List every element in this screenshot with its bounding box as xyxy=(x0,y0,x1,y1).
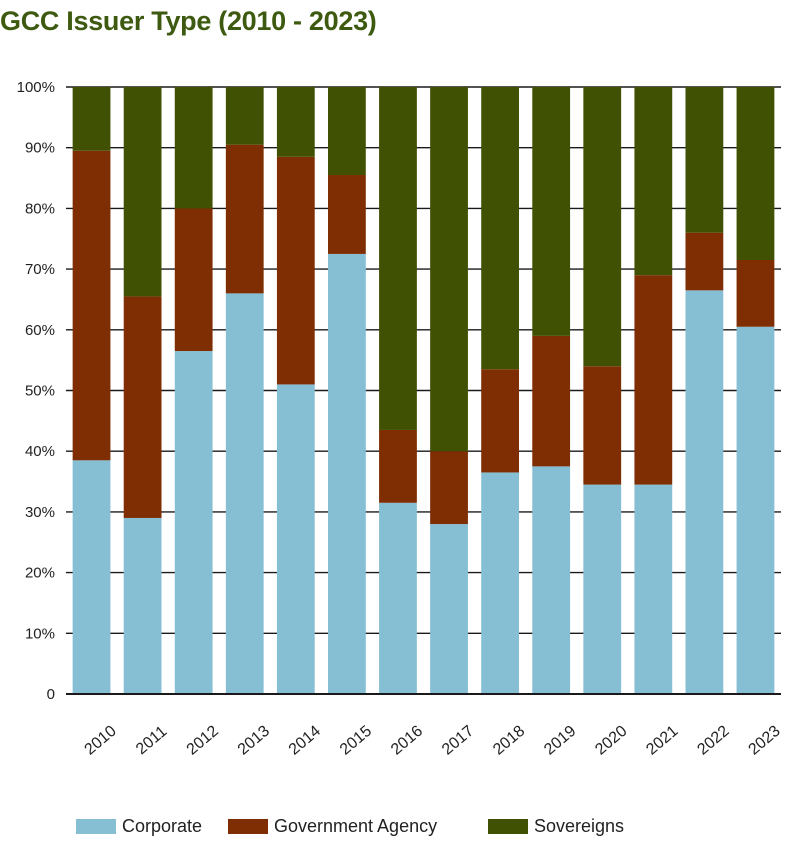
y-tick-label: 20% xyxy=(25,565,55,582)
bar-segment-government-agency-2013 xyxy=(225,144,264,294)
bar-segment-sovereigns-2013 xyxy=(225,87,264,145)
bar-segment-sovereigns-2023 xyxy=(736,87,775,260)
legend-item-sovereigns: Sovereigns xyxy=(488,816,624,837)
x-tick-label: 2013 xyxy=(235,723,273,759)
bar-segment-corporate-2011 xyxy=(123,517,162,694)
y-tick-label: 40% xyxy=(25,443,55,460)
bar-segment-corporate-2021 xyxy=(634,484,673,694)
bar-segment-corporate-2010 xyxy=(72,460,111,694)
x-tick-label: 2014 xyxy=(286,723,324,759)
bar-segment-government-agency-2016 xyxy=(379,429,417,503)
x-tick-label: 2012 xyxy=(184,723,222,759)
bar-segment-sovereigns-2014 xyxy=(276,87,315,157)
y-tick-label: 60% xyxy=(25,322,55,339)
x-tick-label: 2011 xyxy=(133,723,170,758)
x-tick-label: 2019 xyxy=(541,723,579,759)
y-axis-tick-labels: 0 10% 20% 30% 40% 50% 60% 70% 80% 90% 100% xyxy=(17,79,55,703)
bar-segment-sovereigns-2018 xyxy=(481,87,520,370)
bar-segment-government-agency-2020 xyxy=(583,366,622,485)
bar-segment-sovereigns-2011 xyxy=(123,87,162,297)
bar-segment-government-agency-2019 xyxy=(532,335,571,467)
bar-segment-government-agency-2014 xyxy=(276,156,315,385)
gridlines xyxy=(66,86,781,695)
bar-segment-government-agency-2022 xyxy=(685,232,724,291)
bars xyxy=(72,87,775,695)
bar-segment-government-agency-2015 xyxy=(327,175,366,254)
bar-segment-sovereigns-2010 xyxy=(72,87,111,151)
x-tick-label: 2022 xyxy=(694,723,732,759)
y-tick-label: 80% xyxy=(25,200,55,217)
legend-swatch-corporate xyxy=(76,819,116,834)
x-tick-label: 2017 xyxy=(439,723,477,759)
bar-segment-corporate-2018 xyxy=(481,472,520,694)
bar-segment-corporate-2014 xyxy=(276,384,315,694)
bar-segment-sovereigns-2022 xyxy=(685,87,724,233)
bar-segment-corporate-2020 xyxy=(583,484,622,694)
y-tick-label: 90% xyxy=(25,140,55,157)
bar-segment-corporate-2012 xyxy=(174,351,213,694)
x-tick-label: 2010 xyxy=(82,723,120,759)
legend-label-sovereigns: Sovereigns xyxy=(534,816,625,836)
y-tick-label: 70% xyxy=(25,261,55,278)
x-tick-label: 2018 xyxy=(490,723,528,759)
bar-segment-corporate-2015 xyxy=(327,253,366,695)
bar-segment-corporate-2019 xyxy=(532,466,571,694)
legend-item-government-agency: Government Agency xyxy=(228,816,437,837)
x-tick-label: 2015 xyxy=(337,723,375,759)
bar-segment-government-agency-2017 xyxy=(430,451,468,525)
bar-segment-sovereigns-2012 xyxy=(174,87,213,209)
bar-segment-government-agency-2018 xyxy=(481,369,520,473)
bar-segment-government-agency-2011 xyxy=(123,296,162,518)
bar-segment-corporate-2023 xyxy=(736,326,775,694)
bar-segment-sovereigns-2015 xyxy=(327,87,366,176)
bar-segment-sovereigns-2020 xyxy=(583,87,622,367)
x-tick-label: 2023 xyxy=(745,723,783,759)
x-tick-label: 2020 xyxy=(592,723,630,759)
y-tick-label: 50% xyxy=(25,383,55,400)
legend-label-government-agency: Government Agency xyxy=(274,816,438,836)
bar-segment-sovereigns-2016 xyxy=(379,87,417,430)
bar-segment-corporate-2013 xyxy=(225,293,264,694)
y-tick-label: 0 xyxy=(47,686,55,703)
legend-swatch-sovereigns xyxy=(488,819,528,834)
y-tick-label: 100% xyxy=(17,79,55,96)
chart-title: GCC Issuer Type (2010 - 2023) xyxy=(0,6,377,36)
x-axis-tick-labels: 2010 2011 2012 2013 2014 2015 2016 2017 2018 2019… xyxy=(82,723,784,759)
legend: Corporate Government Agency Sovereigns xyxy=(0,816,800,846)
bar-segment-government-agency-2021 xyxy=(634,275,673,485)
legend-swatch-government-agency xyxy=(228,819,268,834)
y-tick-label: 30% xyxy=(25,504,55,521)
x-tick-label: 2021 xyxy=(643,723,681,759)
bar-segment-sovereigns-2019 xyxy=(532,87,571,336)
bar-segment-corporate-2017 xyxy=(430,524,468,694)
legend-item-corporate: Corporate xyxy=(76,816,202,837)
stacked-bar-chart: 010%20%30%40%50%60%70%80%90%100% 2010 201… xyxy=(17,79,784,759)
y-tick-label: 10% xyxy=(25,625,55,642)
bar-segment-corporate-2016 xyxy=(379,502,417,694)
bar-segment-sovereigns-2021 xyxy=(634,87,673,276)
bar-segment-government-agency-2023 xyxy=(736,259,775,327)
x-tick-label: 2016 xyxy=(388,723,426,759)
bar-segment-government-agency-2010 xyxy=(72,150,111,461)
legend-label-corporate: Corporate xyxy=(122,816,203,836)
bar-segment-government-agency-2012 xyxy=(174,208,213,352)
bar-segment-sovereigns-2017 xyxy=(430,87,468,452)
bar-segment-corporate-2022 xyxy=(685,290,724,694)
